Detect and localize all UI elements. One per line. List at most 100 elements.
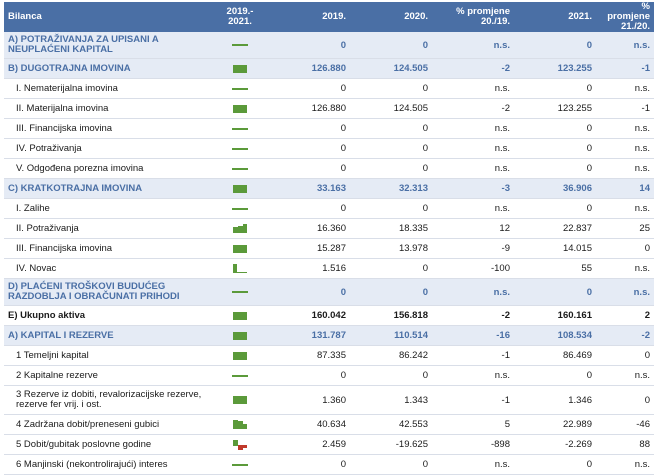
value-2021: 123.255 (514, 58, 596, 79)
pct-21-20: 0 (596, 238, 654, 259)
trend-sparkline-icon (232, 374, 248, 377)
table-row: IV. Potraživanja 0 0 n.s. 0 n.s. (4, 138, 654, 159)
row-label: B) DUGOTRAJNA IMOVINA (4, 58, 212, 79)
pct-20-19: -100 (432, 258, 514, 279)
spark-bar (238, 420, 243, 429)
pct-20-19: -1 (432, 385, 514, 415)
trend-cell (212, 434, 268, 455)
spark-bar (238, 225, 243, 233)
pct-21-20: n.s. (596, 138, 654, 159)
value-2019: 126.880 (268, 98, 350, 119)
trend-sparkline-icon (233, 311, 247, 320)
spark-bar (233, 184, 247, 193)
trend-cell (212, 158, 268, 179)
value-2019: 0 (268, 158, 350, 179)
pct-20-19: -16 (432, 325, 514, 346)
trend-sparkline-icon (233, 396, 247, 404)
spark-bar (233, 439, 238, 446)
pct-20-19: n.s. (432, 32, 514, 59)
trend-sparkline-icon (233, 223, 247, 233)
row-label: 4 Zadržana dobit/preneseni gubici (4, 414, 212, 435)
row-label: 1 Temeljni kapital (4, 345, 212, 366)
pct-21-20: 88 (596, 434, 654, 455)
row-label: C) KRATKOTRAJNA IMOVINA (4, 178, 212, 199)
value-2020: -19.625 (350, 434, 432, 455)
trend-cell (212, 118, 268, 139)
row-label: IV. Novac (4, 258, 212, 279)
table-row: V. Odgođena porezna imovina 0 0 n.s. 0 n.s. (4, 158, 654, 179)
value-2021: 86.469 (514, 345, 596, 366)
value-2021: 14.015 (514, 238, 596, 259)
value-2019: 15.287 (268, 238, 350, 259)
pct-21-20: 0 (596, 345, 654, 366)
value-2019: 87.335 (268, 345, 350, 366)
value-2021: 160.161 (514, 305, 596, 326)
pct-20-19: -2 (432, 98, 514, 119)
pct-20-19: n.s. (432, 78, 514, 99)
table-row: 3 Rezerve iz dobiti, revalorizacijske re… (4, 385, 654, 415)
pct-21-20: -2 (596, 325, 654, 346)
trend-cell (212, 278, 268, 306)
pct-21-20: -1 (596, 98, 654, 119)
value-2019: 0 (268, 118, 350, 139)
trend-cell (212, 454, 268, 475)
row-label: 6 Manjinski (nekontrolirajući) interes (4, 454, 212, 475)
pct-21-20: n.s. (596, 365, 654, 386)
value-2019: 1.360 (268, 385, 350, 415)
value-2019: 40.634 (268, 414, 350, 435)
table-row: 1 Temeljni kapital 87.335 86.242 -1 86.469 0 (4, 345, 654, 366)
value-2021: 0 (514, 365, 596, 386)
header-pct-20-19: % promjene 20./19. (432, 2, 514, 32)
spark-bar (233, 419, 238, 429)
value-2021: -2.269 (514, 434, 596, 455)
trend-sparkline-icon (232, 147, 248, 150)
value-2020: 42.553 (350, 414, 432, 435)
spark-bar (232, 291, 248, 293)
header-2020: 2020. (350, 2, 432, 32)
value-2020: 0 (350, 78, 432, 99)
table-row: 2 Kapitalne rezerve 0 0 n.s. 0 n.s. (4, 365, 654, 386)
trend-sparkline-icon (232, 87, 248, 90)
value-2019: 126.880 (268, 58, 350, 79)
value-2021: 0 (514, 32, 596, 59)
row-label: 5 Dobit/gubitak poslovne godine (4, 434, 212, 455)
row-label: III. Financijska imovina (4, 118, 212, 139)
table-row: D) PLAĆENI TROŠKOVI BUDUĆEG RAZDOBLJA I … (4, 278, 654, 306)
trend-sparkline-icon (233, 351, 247, 360)
spark-bar (233, 331, 247, 340)
spark-bar (233, 64, 247, 73)
value-2019: 0 (268, 198, 350, 219)
row-label: 2 Kapitalne rezerve (4, 365, 212, 386)
table-row: A) POTRAŽIVANJA ZA UPISANI A NEUPLAĆENI … (4, 32, 654, 59)
spark-bar (232, 87, 248, 90)
header-2021: 2021. (514, 2, 596, 32)
pct-21-20: n.s. (596, 118, 654, 139)
pct-20-19: n.s. (432, 198, 514, 219)
row-label: II. Materijalna imovina (4, 98, 212, 119)
value-2021: 0 (514, 278, 596, 306)
value-2020: 124.505 (350, 58, 432, 79)
pct-20-19: n.s. (432, 278, 514, 306)
value-2019: 0 (268, 32, 350, 59)
pct-20-19: n.s. (432, 138, 514, 159)
value-2020: 0 (350, 198, 432, 219)
row-label: A) KAPITAL I REZERVE (4, 325, 212, 346)
trend-cell (212, 238, 268, 259)
pct-20-19: 12 (432, 218, 514, 239)
trend-sparkline-icon (233, 439, 247, 450)
spark-bar (233, 351, 247, 360)
value-2020: 0 (350, 454, 432, 475)
trend-sparkline-icon (233, 184, 247, 193)
pct-20-19: n.s. (432, 118, 514, 139)
table-header-row: Bilanca 2019.- 2021. 2019. 2020. % promj… (4, 2, 654, 32)
value-2020: 110.514 (350, 325, 432, 346)
pct-21-20: 0 (596, 385, 654, 415)
value-2021: 123.255 (514, 98, 596, 119)
trend-sparkline-icon (233, 104, 247, 113)
pct-20-19: -3 (432, 178, 514, 199)
row-label: I. Nematerijalna imovina (4, 78, 212, 99)
spark-bar (233, 226, 238, 233)
pct-20-19: n.s. (432, 454, 514, 475)
table-row: C) KRATKOTRAJNA IMOVINA 33.163 32.313 -3 36.… (4, 178, 654, 199)
trend-sparkline-icon (233, 263, 247, 273)
